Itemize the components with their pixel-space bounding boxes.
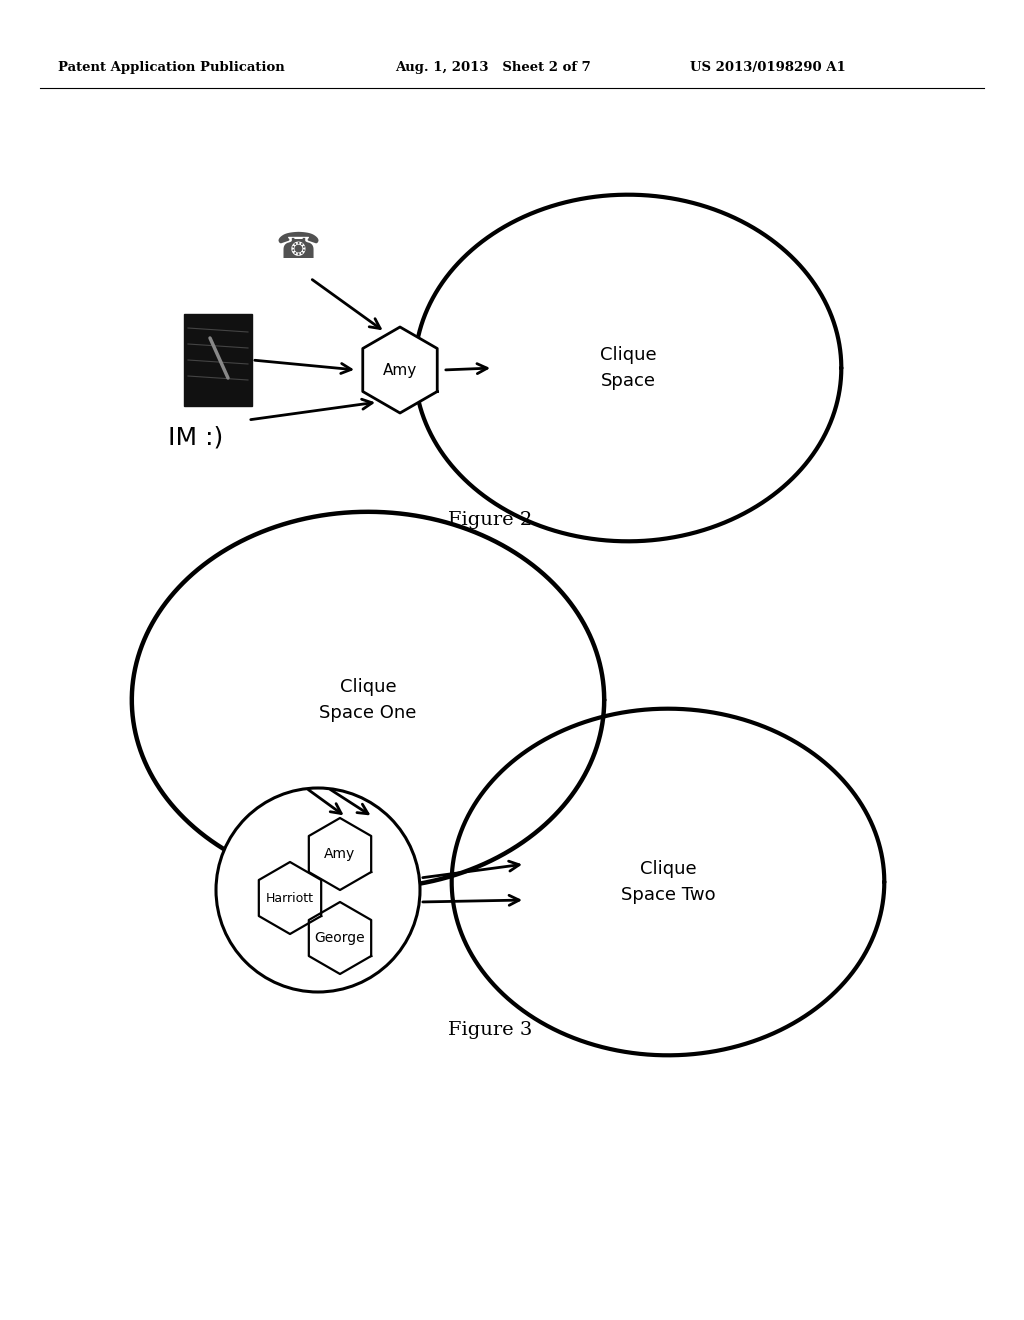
Text: Figure 3: Figure 3	[447, 1020, 532, 1039]
Polygon shape	[132, 512, 604, 888]
Text: ☎: ☎	[275, 231, 321, 265]
Text: George: George	[314, 931, 366, 945]
Circle shape	[216, 788, 420, 993]
Text: Amy: Amy	[325, 847, 355, 861]
Text: Clique
Space Two: Clique Space Two	[621, 859, 716, 904]
Text: Harriott: Harriott	[266, 891, 314, 904]
Polygon shape	[309, 818, 371, 890]
Polygon shape	[259, 862, 322, 935]
Text: Clique
Space One: Clique Space One	[319, 677, 417, 722]
Polygon shape	[362, 327, 437, 413]
Polygon shape	[452, 709, 885, 1055]
Bar	[184, 314, 252, 407]
Text: IM :): IM :)	[168, 426, 223, 450]
Text: Aug. 1, 2013   Sheet 2 of 7: Aug. 1, 2013 Sheet 2 of 7	[395, 62, 591, 74]
Text: Clique
Space: Clique Space	[600, 346, 656, 391]
Text: Amy: Amy	[383, 363, 417, 378]
Text: Figure 2: Figure 2	[447, 511, 532, 529]
Polygon shape	[415, 194, 842, 541]
Polygon shape	[309, 902, 371, 974]
Text: Patent Application Publication: Patent Application Publication	[58, 62, 285, 74]
Text: US 2013/0198290 A1: US 2013/0198290 A1	[690, 62, 846, 74]
